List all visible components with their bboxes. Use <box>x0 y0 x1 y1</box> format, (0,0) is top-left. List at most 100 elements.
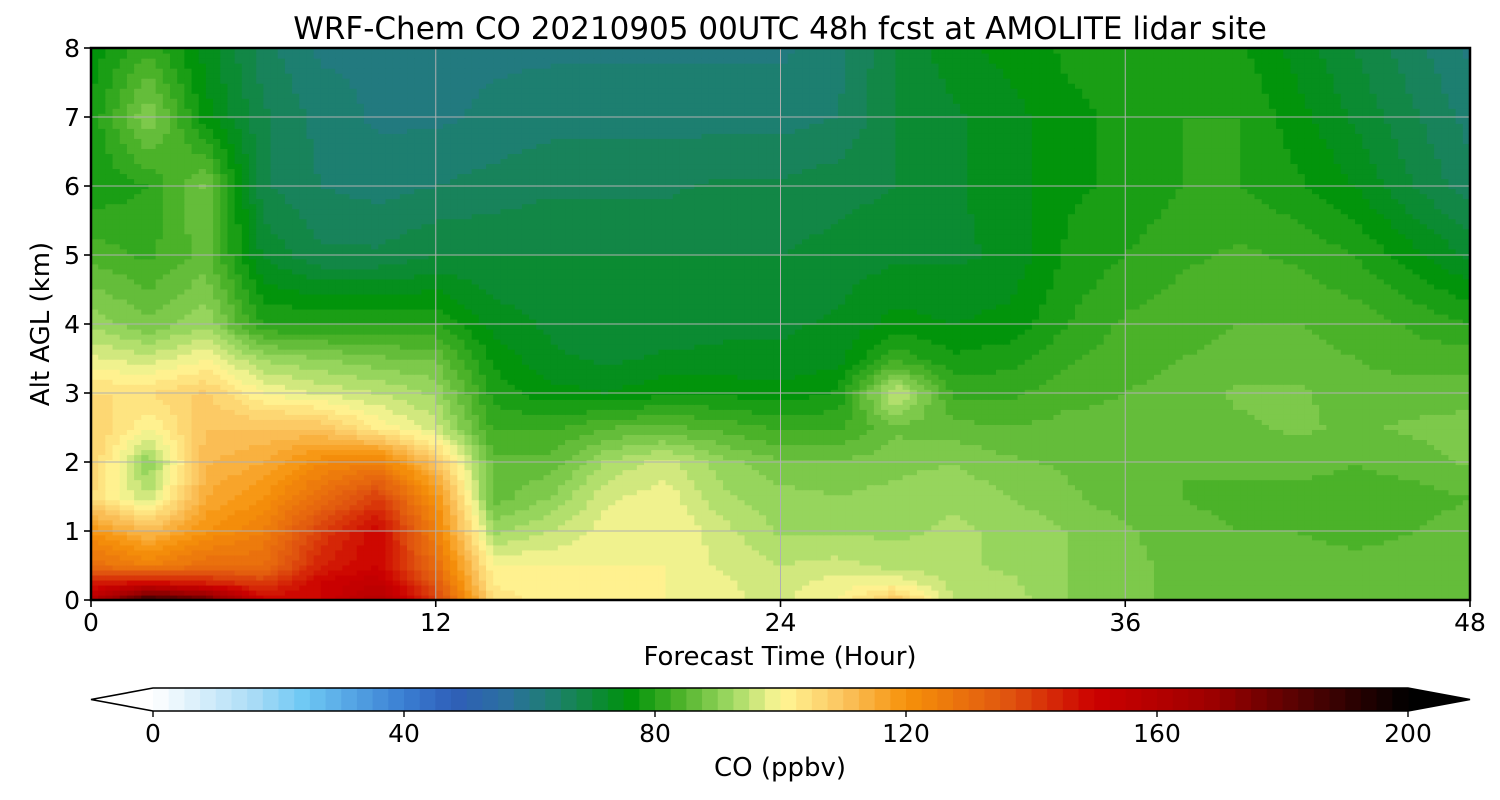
heatmap-cell <box>687 549 695 556</box>
heatmap-cell <box>859 564 868 571</box>
heatmap-cell <box>787 589 796 596</box>
heatmap-cell <box>981 534 990 541</box>
heatmap-cell <box>112 584 121 591</box>
heatmap-cell <box>1462 529 1471 536</box>
heatmap-cell <box>881 579 889 586</box>
heatmap-cell <box>1189 534 1198 541</box>
heatmap-cell <box>435 494 444 501</box>
heatmap-cell <box>184 554 193 561</box>
heatmap-cell <box>356 504 365 511</box>
heatmap-cell <box>902 549 911 556</box>
heatmap-cell <box>1182 564 1191 571</box>
heatmap-cell <box>371 559 379 566</box>
heatmap-cell <box>852 519 861 526</box>
heatmap-cell <box>428 579 437 586</box>
heatmap-cell <box>500 494 509 501</box>
heatmap-cell <box>1247 584 1256 591</box>
heatmap-cell <box>1039 554 1047 561</box>
heatmap-cell <box>629 494 638 501</box>
heatmap-cell <box>148 544 157 551</box>
heatmap-cell <box>1434 479 1442 486</box>
heatmap-cell <box>809 524 818 531</box>
heatmap-cell <box>1448 479 1457 486</box>
heatmap-cell <box>1067 514 1076 521</box>
heatmap-cell <box>1046 509 1055 516</box>
heatmap-cell <box>292 524 300 531</box>
heatmap-cell <box>1003 524 1011 531</box>
heatmap-cell <box>1240 484 1248 491</box>
heatmap-cell <box>1060 484 1069 491</box>
heatmap-cell <box>730 509 738 516</box>
heatmap-cell <box>313 479 322 486</box>
heatmap-cell <box>1362 519 1371 526</box>
heatmap-cell <box>543 514 552 521</box>
heatmap-cell <box>1204 594 1213 601</box>
heatmap-cell <box>1031 484 1040 491</box>
heatmap-cell <box>600 489 609 496</box>
heatmap-cell <box>924 474 932 481</box>
heatmap-cell <box>536 504 545 511</box>
heatmap-cell <box>328 469 336 476</box>
heatmap-cell <box>435 519 444 526</box>
heatmap-cell <box>277 554 286 561</box>
heatmap-cell <box>766 544 774 551</box>
heatmap-cell <box>1441 574 1450 581</box>
heatmap-cell <box>665 499 674 506</box>
heatmap-cell <box>299 584 308 591</box>
heatmap-cell <box>744 584 753 591</box>
heatmap-cell <box>421 544 430 551</box>
heatmap-cell <box>299 589 308 596</box>
heatmap-cell <box>227 544 236 551</box>
heatmap-cell <box>543 494 552 501</box>
heatmap-cell <box>1355 519 1363 526</box>
heatmap-cell <box>1204 494 1213 501</box>
heatmap-cell <box>1182 514 1191 521</box>
heatmap-cell <box>263 589 272 596</box>
heatmap-cell <box>1110 549 1119 556</box>
heatmap-cell <box>198 524 207 531</box>
heatmap-cell <box>450 504 458 511</box>
heatmap-cell <box>1412 594 1421 601</box>
heatmap-cell <box>1283 579 1292 586</box>
heatmap-cell <box>450 579 458 586</box>
heatmap-cell <box>227 484 236 491</box>
heatmap-cell <box>1074 499 1083 506</box>
heatmap-cell <box>557 479 566 486</box>
heatmap-cell <box>565 524 573 531</box>
heatmap-cell <box>105 524 114 531</box>
heatmap-cell <box>924 499 932 506</box>
heatmap-cell <box>191 554 200 561</box>
heatmap-cell <box>134 579 142 586</box>
heatmap-cell <box>177 489 185 496</box>
heatmap-cell <box>521 479 530 486</box>
heatmap-cell <box>687 529 695 536</box>
heatmap-cell <box>766 514 774 521</box>
heatmap-cell <box>1132 569 1141 576</box>
heatmap-cell <box>371 499 379 506</box>
heatmap-cell <box>1398 509 1406 516</box>
heatmap-cell <box>665 504 674 511</box>
heatmap-cell <box>995 554 1004 561</box>
heatmap-cell <box>967 539 976 546</box>
heatmap-cell <box>1268 584 1277 591</box>
heatmap-cell <box>744 564 753 571</box>
heatmap-cell <box>967 534 976 541</box>
heatmap-cell <box>1168 554 1177 561</box>
heatmap-cell <box>256 509 264 516</box>
heatmap-cell <box>1355 589 1363 596</box>
heatmap-cell <box>1175 574 1184 581</box>
heatmap-cell <box>723 594 731 601</box>
heatmap-cell <box>514 504 523 511</box>
heatmap-cell <box>909 514 918 521</box>
heatmap-cell <box>802 574 810 581</box>
heatmap-cell <box>98 544 106 551</box>
heatmap-cell <box>579 544 588 551</box>
heatmap-cell <box>1398 549 1406 556</box>
heatmap-cell <box>895 544 904 551</box>
heatmap-cell <box>1311 539 1320 546</box>
heatmap-cell <box>981 544 990 551</box>
heatmap-cell <box>615 469 624 476</box>
heatmap-cell <box>141 519 150 526</box>
heatmap-cell <box>450 489 458 496</box>
heatmap-cell <box>529 499 537 506</box>
